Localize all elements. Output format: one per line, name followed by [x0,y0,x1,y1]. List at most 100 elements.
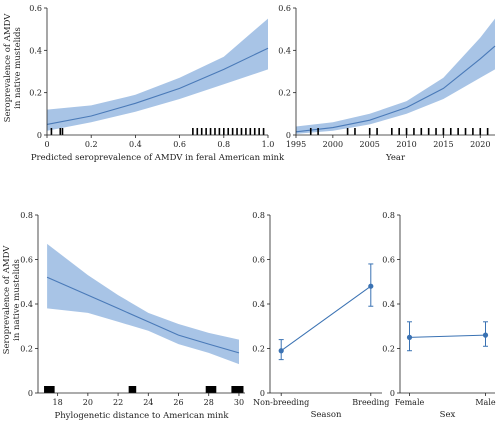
x-tick-label: 0 [44,140,49,149]
rug-mark [449,128,452,135]
rug-mark [50,128,53,135]
rug-mark [231,128,234,135]
rug-mark [405,128,408,135]
rug-mark [249,128,252,135]
rug-mark [391,128,393,135]
y-axis-label-line: Seroprevalence of AMDV [2,245,12,355]
rug-mark [413,128,415,135]
rug-mark [258,128,260,135]
x-tick-label: 0.4 [129,140,142,149]
rug-mark [354,128,356,135]
x-tick-label: 2015 [433,140,453,149]
x-tick-label: 30 [234,398,244,407]
y-tick-label: 0.2 [20,345,33,354]
rug-mark [236,128,238,135]
y-tick-label: 0.6 [20,256,33,265]
y-tick-label: 0.4 [278,46,291,55]
y-tick-label: 0 [28,389,33,398]
rug-mark [262,128,265,135]
x-axis-label: Phylogenetic distance to American mink [54,411,229,421]
y-tick-label: 0.6 [29,4,42,13]
panel-a: 0 0.2 0.4 0.6 0 0.2 0.4 0.6 0.8 1.0 Predicted sero… [29,4,285,163]
rug-mark [253,128,256,135]
x-tick-label: 22 [113,398,123,407]
confidence-band [296,18,495,134]
rug-mark [368,128,371,135]
y-tick-label: 0.6 [278,4,291,13]
panel-c: 0 0.2 0.4 0.6 0.8 18 20 22 24 26 28 30 Phylogenetic … [20,211,245,421]
y-axis-label-line: in native mustelids [12,259,22,341]
x-axis-label: Season [311,410,342,420]
connector-line [409,334,486,338]
y-tick-label: 0.4 [29,46,42,55]
rug-mark [214,128,216,135]
y-axis-label-line: Seroprevalence of AMDV [3,13,13,123]
y-tick-label: 0.4 [252,300,265,309]
rug-mark [227,128,230,135]
x-category-label: Female [395,398,425,407]
x-category-label: Breeding [352,398,389,407]
x-tick-label: 0.2 [85,140,98,149]
rug-mark [309,128,312,135]
y-tick-label: 0.4 [20,300,33,309]
rug-mark [61,128,64,135]
x-tick-label: 26 [173,398,183,407]
confidence-band [47,18,268,131]
data-point [278,348,284,354]
x-tick-label: 2010 [396,140,416,149]
rug-mark [457,128,459,135]
rug-mark [464,128,467,135]
y-tick-label: 0.8 [382,211,395,220]
y-tick-label: 0 [390,389,395,398]
y-tick-label: 0.8 [252,211,265,220]
confidence-band [47,243,239,365]
rug-mark [346,128,349,135]
connector-line [280,285,372,352]
rug-mark [245,128,247,135]
x-axis-label: Year [385,153,406,163]
panel-d: 0 0.2 0.4 0.6 0.8 Non-breeding Breeding Season [252,211,389,420]
x-tick-label: 1995 [286,140,306,149]
y-tick-label: 0.6 [382,256,395,265]
rug-block [205,386,217,393]
panel-e: 0 0.2 0.4 0.6 0.8 Female Male Sex [382,211,496,420]
y-tick-label: 0 [260,389,265,398]
x-category-label: Male [475,398,496,407]
rug-block [128,386,137,393]
rug-mark [200,128,203,135]
rug-block [231,386,244,393]
y-tick-label: 0.2 [29,89,42,98]
rug-mark [240,128,243,135]
rug-mark [472,128,474,135]
x-tick-label: 2005 [360,140,380,149]
y-tick-label: 0 [37,131,42,140]
rug-mark [427,128,430,135]
rug-mark [486,128,489,135]
y-tick-label: 0 [286,131,291,140]
x-tick-label: 1.0 [262,140,275,149]
rug-mark [218,128,221,135]
x-tick-label: 18 [53,398,63,407]
y-tick-label: 0.4 [382,300,395,309]
x-tick-label: 2020 [470,140,490,149]
y-axis-label-top: Seroprevalence of AMDVin native mustelid… [3,13,23,123]
fitted-line [46,47,269,125]
y-tick-label: 0.2 [382,345,395,354]
y-tick-label: 0.8 [20,211,33,220]
rug-block [44,386,55,393]
y-axis-label-bottom: Seroprevalence of AMDVin native mustelid… [2,245,22,355]
fitted-line [295,45,496,133]
x-tick-label: 20 [83,398,93,407]
x-category-label: Non-breeding [253,398,309,407]
x-tick-label: 28 [204,398,214,407]
y-tick-label: 0.6 [252,256,265,265]
rug-mark [435,128,437,135]
rug-mark [317,128,319,135]
x-axis-label: Sex [440,410,456,420]
y-axis-label-line: in native mustelids [13,27,23,109]
rug-mark [479,128,482,135]
rug-mark [205,128,207,135]
rug-mark [192,128,194,135]
rug-mark [209,128,212,135]
